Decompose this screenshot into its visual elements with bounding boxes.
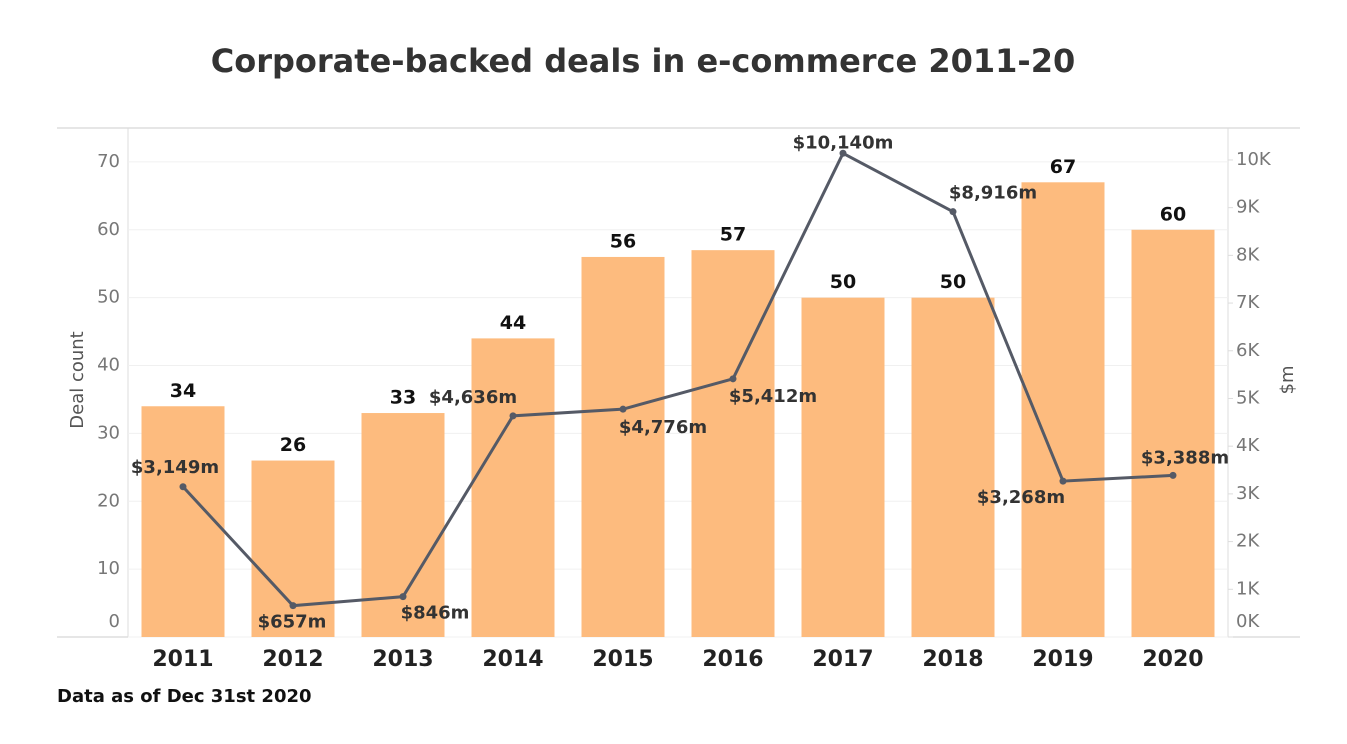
y-tick-label: 70	[97, 151, 120, 172]
x-tick-label: 2015	[592, 647, 653, 672]
line-point	[1169, 471, 1177, 479]
line-value-label: $3,388m	[1141, 447, 1229, 468]
line-value-label: $8,916m	[949, 183, 1037, 204]
y-tick-label: 60	[97, 219, 120, 240]
line-point	[839, 149, 847, 157]
y2-axis-label: $m	[1277, 366, 1298, 395]
line	[181, 151, 1174, 608]
bar-value-label: 56	[610, 230, 636, 252]
line-value-label: $3,149m	[131, 457, 219, 478]
bar	[251, 460, 335, 637]
bar	[471, 338, 555, 637]
bar-value-label: 26	[280, 434, 306, 456]
line-point	[729, 375, 737, 383]
bar	[691, 250, 775, 637]
y-tick-label: 50	[97, 287, 120, 308]
y-tick-label: 40	[97, 355, 120, 376]
y2-tick-label: 8K	[1236, 244, 1260, 265]
y2-tick-label: 5K	[1236, 387, 1260, 408]
bar	[801, 297, 885, 637]
bar-value-label: 50	[940, 271, 966, 293]
x-tick-label: 2017	[812, 647, 873, 672]
y2-tick-label: 4K	[1236, 435, 1260, 456]
y2-tick-label: 2K	[1236, 531, 1260, 552]
line-point	[289, 602, 297, 610]
bar-value-label: 33	[390, 387, 416, 409]
x-tick-label: 2011	[152, 647, 213, 672]
line-point	[509, 412, 517, 420]
y2-tick-label: 9K	[1236, 197, 1260, 218]
y-tick-label: 30	[97, 422, 120, 443]
y2-tick-label: 0K	[1236, 611, 1260, 632]
bar	[581, 256, 665, 637]
line-point	[399, 593, 407, 601]
x-tick-label: 2014	[482, 647, 543, 672]
bar-value-label: 67	[1050, 156, 1076, 178]
y-tick-label: 10	[97, 558, 120, 579]
chart-title: Corporate-backed deals in e-commerce 201…	[211, 42, 1075, 80]
y2-tick-label: 10K	[1236, 149, 1272, 170]
y2-tick-label: 7K	[1236, 292, 1260, 313]
line-value-label: $846m	[401, 603, 470, 624]
line-point	[949, 208, 957, 216]
bar	[141, 406, 225, 637]
bar-value-label: 34	[170, 380, 196, 402]
footnote: Data as of Dec 31st 2020	[57, 686, 312, 707]
x-tick-label: 2020	[1142, 647, 1203, 672]
y2-tick-label: 3K	[1236, 483, 1260, 504]
bar	[911, 297, 995, 637]
x-tick-label: 2016	[702, 647, 763, 672]
line-point	[179, 483, 187, 491]
bar-value-label: 50	[830, 271, 856, 293]
line-value-label: $657m	[258, 612, 327, 633]
bar-value-label: 57	[720, 224, 746, 246]
line-value-label: $4,776m	[619, 417, 707, 438]
bar	[1131, 229, 1215, 638]
y-tick-label: 20	[97, 490, 120, 511]
line-value-label: $5,412m	[729, 386, 817, 407]
y-tick-label: 0	[109, 611, 120, 632]
y-axis-label: Deal count	[67, 331, 88, 428]
y2-tick-label: 1K	[1236, 578, 1260, 599]
line-value-label: $3,268m	[977, 487, 1065, 508]
line-value-label: $10,140m	[793, 132, 894, 153]
line-value-label: $4,636m	[429, 387, 517, 408]
x-tick-label: 2012	[262, 647, 323, 672]
x-tick-label: 2019	[1032, 647, 1093, 672]
bar-value-label: 44	[500, 312, 526, 334]
y2-tick-label: 6K	[1236, 340, 1260, 361]
line-point	[1059, 477, 1067, 485]
x-tick-label: 2013	[372, 647, 433, 672]
line-point	[619, 405, 627, 413]
x-tick-label: 2018	[922, 647, 983, 672]
bar-value-label: 60	[1160, 203, 1186, 225]
